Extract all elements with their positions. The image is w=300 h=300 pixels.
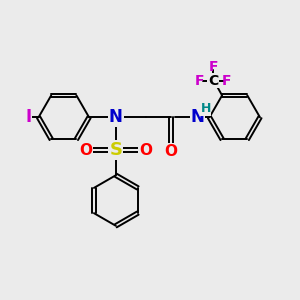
Text: I: I <box>25 108 31 126</box>
Text: F: F <box>222 74 231 88</box>
Text: O: O <box>164 144 177 159</box>
Text: H: H <box>201 103 211 116</box>
Text: O: O <box>80 142 93 158</box>
Text: N: N <box>109 108 123 126</box>
Text: F: F <box>195 74 205 88</box>
Text: F: F <box>208 60 218 74</box>
Text: C: C <box>208 74 218 88</box>
Text: O: O <box>139 142 152 158</box>
Text: N: N <box>190 108 205 126</box>
Text: S: S <box>109 141 122 159</box>
